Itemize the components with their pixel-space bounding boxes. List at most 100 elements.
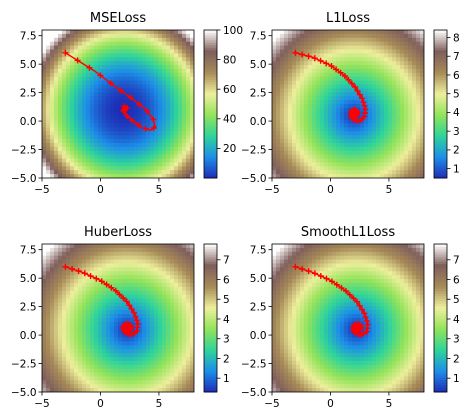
colorbar-band [204,342,217,346]
colorbar-band [204,374,217,378]
colorbar-band [434,59,447,63]
colorbar-band [204,155,217,159]
y-tick-label: −2.5 [241,358,267,370]
colorbar-band [434,332,447,336]
trajectory-marker [323,60,330,67]
colorbar-band [434,313,447,317]
colorbar-band [204,340,217,344]
trajectory-marker [136,101,143,108]
colorbar-band [204,273,217,277]
colorbar-tick-label: 7 [223,255,230,267]
colorbar-band [204,145,217,149]
trajectory-marker [346,291,353,298]
colorbar-band [434,32,447,36]
colorbar-band [434,355,447,358]
trajectory-marker [86,64,93,71]
y-tick-label: 2.5 [20,87,37,99]
colorbar-band [204,143,217,147]
colorbar-tick-label: 7 [453,51,460,63]
colorbar-band [204,248,217,252]
colorbar-band [204,320,217,324]
colorbar-band [434,347,447,351]
colorbar-band [204,377,217,381]
trajectory-marker [354,87,361,94]
colorbar-band [434,389,447,393]
colorbar-band [204,160,217,164]
colorbar-band [434,175,447,179]
y-tick-label: 2.5 [250,87,267,99]
colorbar-band [434,30,447,33]
colorbar-band [204,113,217,117]
colorbar-band [204,303,217,307]
colorbar-band [434,357,447,361]
trajectory-marker [350,112,357,119]
colorbar-band [204,355,217,358]
trajectory-marker [150,125,157,131]
trajectory-marker [345,76,352,83]
colorbar-band [204,89,217,93]
colorbar-band [204,345,217,349]
colorbar-band [434,101,447,105]
colorbar-band [434,253,447,257]
colorbar-band [204,281,217,284]
trajectory-marker [126,302,133,309]
colorbar-band [434,69,447,73]
colorbar-band [434,377,447,381]
chart-title: HuberLoss [84,225,152,240]
colorbar-band [204,52,217,56]
colorbar-tick-label: 100 [223,25,243,37]
colorbar: 20 40 60 80 100 [203,25,243,179]
trajectory-marker [108,284,115,291]
colorbar-band [204,42,217,46]
colorbar-band [434,64,447,68]
x-tick-label: −5 [34,398,49,410]
colorbar-band [434,128,447,132]
x-tick-label: 5 [156,184,163,196]
trajectory-marker [337,69,344,76]
trajectory-marker [348,80,355,87]
y-tick-label: 7.5 [20,244,37,256]
colorbar-frame [203,243,218,393]
colorbar-tick-label: 2 [453,145,460,157]
colorbar-band [434,163,447,167]
colorbar-band [434,145,447,149]
trajectory-markers [292,49,369,124]
colorbar-band [434,118,447,122]
colorbar-band [204,246,217,250]
colorbar-band [204,335,217,339]
colorbar-band [434,278,447,282]
colorbar-band [204,64,217,68]
colorbar-band [204,290,217,294]
trajectory-marker [62,263,69,270]
trajectory-marker [142,125,149,132]
colorbar-band [434,288,447,292]
colorbar-frame [433,29,448,179]
colorbar-band [204,318,217,321]
colorbar-band [204,131,217,135]
colorbar-band [204,367,217,371]
y-tick-label: −2.5 [11,144,37,156]
trajectory-marker [120,106,127,113]
colorbar-band [204,308,217,312]
colorbar-band [204,173,217,177]
trajectory-marker [311,55,318,62]
colorbar-band [204,104,217,107]
x-tick-label: 5 [156,398,163,410]
colorbar-band [204,350,217,354]
colorbar-tick-label: 8 [453,32,460,44]
trajectory-marker [132,313,139,320]
trajectory-marker [305,53,312,60]
y-tick-label: −5.0 [11,173,37,185]
chart-title: MSELoss [90,11,146,26]
trajectory-marker [360,99,367,106]
colorbar-band [434,322,447,326]
colorbar-band [204,111,217,115]
y-tick-label: 7.5 [250,30,267,42]
trajectory-marker [144,108,151,115]
colorbar-band [434,131,447,135]
colorbar-band [434,116,447,120]
colorbar-band [434,244,447,247]
colorbar-band [204,44,217,48]
colorbar-band [204,30,217,33]
y-tick-label: −5.0 [11,387,37,399]
